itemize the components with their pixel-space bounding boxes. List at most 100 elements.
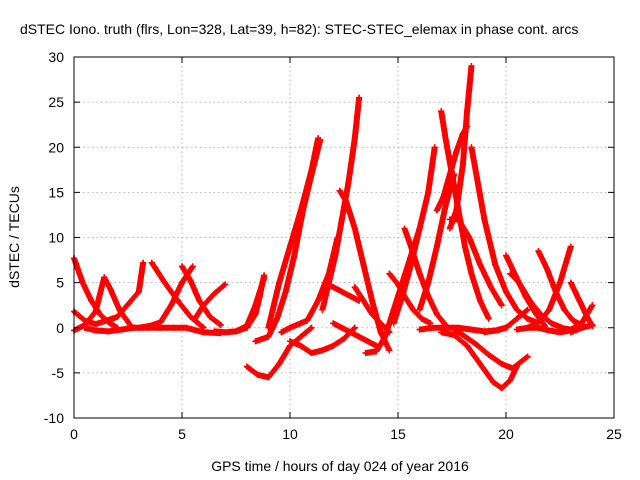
data-point [347, 293, 354, 300]
data-point [369, 311, 376, 318]
data-point [485, 315, 492, 322]
data-point [513, 306, 520, 313]
data-point [330, 320, 337, 327]
data-point [578, 324, 585, 331]
data-point [546, 306, 553, 313]
data-point [278, 329, 285, 336]
series-markers [131, 324, 224, 337]
data-point [548, 320, 555, 327]
data-point [451, 331, 458, 338]
y-axis: -10 -5 0 5 10 15 20 25 30 [44, 49, 614, 426]
data-point [144, 324, 151, 331]
series-markers [416, 171, 458, 313]
x-tick-label: 25 [606, 426, 622, 442]
series-arc3 [71, 259, 147, 328]
data-point [468, 144, 475, 151]
data-point [416, 306, 423, 313]
data-point [287, 243, 293, 250]
data-point [425, 279, 432, 286]
data-point [304, 317, 311, 324]
data-point [524, 306, 531, 313]
series-arc7 [131, 324, 224, 337]
data-point [356, 333, 363, 340]
data-point [274, 315, 281, 322]
data-point [243, 324, 250, 331]
data-point [386, 347, 393, 354]
data-point [308, 350, 315, 357]
data-point [487, 284, 494, 291]
data-point [338, 216, 345, 223]
data-point [338, 324, 345, 331]
data-point [429, 324, 436, 331]
data-point [442, 202, 449, 209]
plot-area [71, 63, 596, 392]
data-point [343, 198, 350, 205]
data-point [446, 216, 453, 223]
data-point [179, 263, 185, 270]
data-point [252, 338, 259, 345]
data-point [477, 261, 484, 268]
data-point [477, 360, 484, 367]
series-arc17 [319, 94, 363, 313]
data-point [315, 135, 322, 142]
data-point [576, 297, 583, 304]
data-point [546, 327, 553, 334]
data-point [297, 207, 304, 214]
data-point [433, 243, 440, 250]
data-point [276, 279, 283, 286]
data-point [442, 324, 449, 331]
series-arc8 [179, 263, 224, 329]
series-markers [265, 135, 322, 331]
data-point [453, 148, 460, 155]
data-point [315, 297, 322, 304]
data-point [438, 329, 445, 336]
data-point [459, 331, 466, 338]
data-point [157, 324, 164, 331]
data-point [377, 320, 384, 327]
data-point [557, 324, 563, 331]
series-arc43 [567, 322, 596, 336]
data-point [319, 306, 326, 313]
data-point [513, 315, 520, 322]
series-arc30 [446, 216, 505, 309]
data-point [196, 297, 203, 304]
x-axis-title: GPS time / hours of day 024 of year 2016 [211, 458, 469, 474]
data-point [297, 333, 304, 340]
data-point [148, 259, 155, 266]
data-point [425, 189, 432, 196]
data-point [492, 327, 499, 334]
series-markers [81, 324, 138, 335]
data-point [135, 288, 142, 295]
data-point [449, 324, 455, 331]
series-arc19 [336, 187, 393, 354]
data-point [468, 326, 475, 333]
data-point [513, 326, 520, 333]
data-point [101, 274, 108, 281]
data-point [446, 225, 453, 232]
data-point [254, 371, 261, 378]
y-tick-label: 30 [48, 49, 64, 65]
data-point [498, 385, 505, 392]
data-point [345, 180, 352, 187]
data-point [114, 313, 121, 320]
x-tick-label: 20 [498, 426, 514, 442]
data-point [466, 234, 473, 241]
series-markers [438, 329, 520, 392]
data-point [243, 363, 250, 370]
series-arc29 [446, 63, 475, 232]
data-point [351, 135, 358, 142]
data-point [440, 193, 447, 200]
data-point [308, 324, 315, 331]
data-point [336, 187, 343, 194]
data-point [503, 252, 509, 259]
data-point [88, 297, 95, 304]
series-arc25 [390, 144, 438, 327]
data-point [265, 333, 272, 340]
data-point [557, 279, 563, 286]
data-point [297, 342, 304, 349]
data-point [347, 329, 354, 336]
y-tick-label: 15 [48, 184, 64, 200]
series-markers [233, 272, 268, 335]
x-tick-label: 5 [178, 426, 186, 442]
data-point [455, 216, 462, 223]
